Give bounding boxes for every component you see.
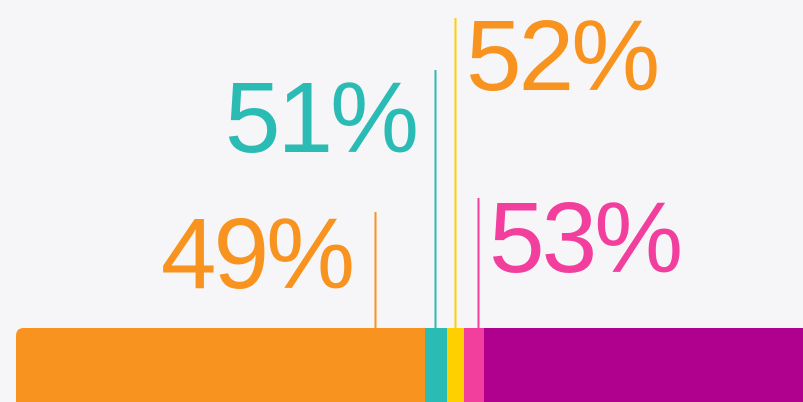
bar-segment (447, 328, 464, 402)
callout-label: 49% (161, 198, 352, 310)
bar-segment (484, 328, 803, 402)
callout-label: 52% (466, 0, 657, 112)
bar-segment (464, 328, 484, 402)
callout-label: 51% (225, 62, 416, 174)
callout-label: 53% (489, 182, 680, 294)
stacked-bar (16, 328, 803, 402)
bar-segment (425, 328, 447, 402)
bar-segment (16, 328, 425, 402)
